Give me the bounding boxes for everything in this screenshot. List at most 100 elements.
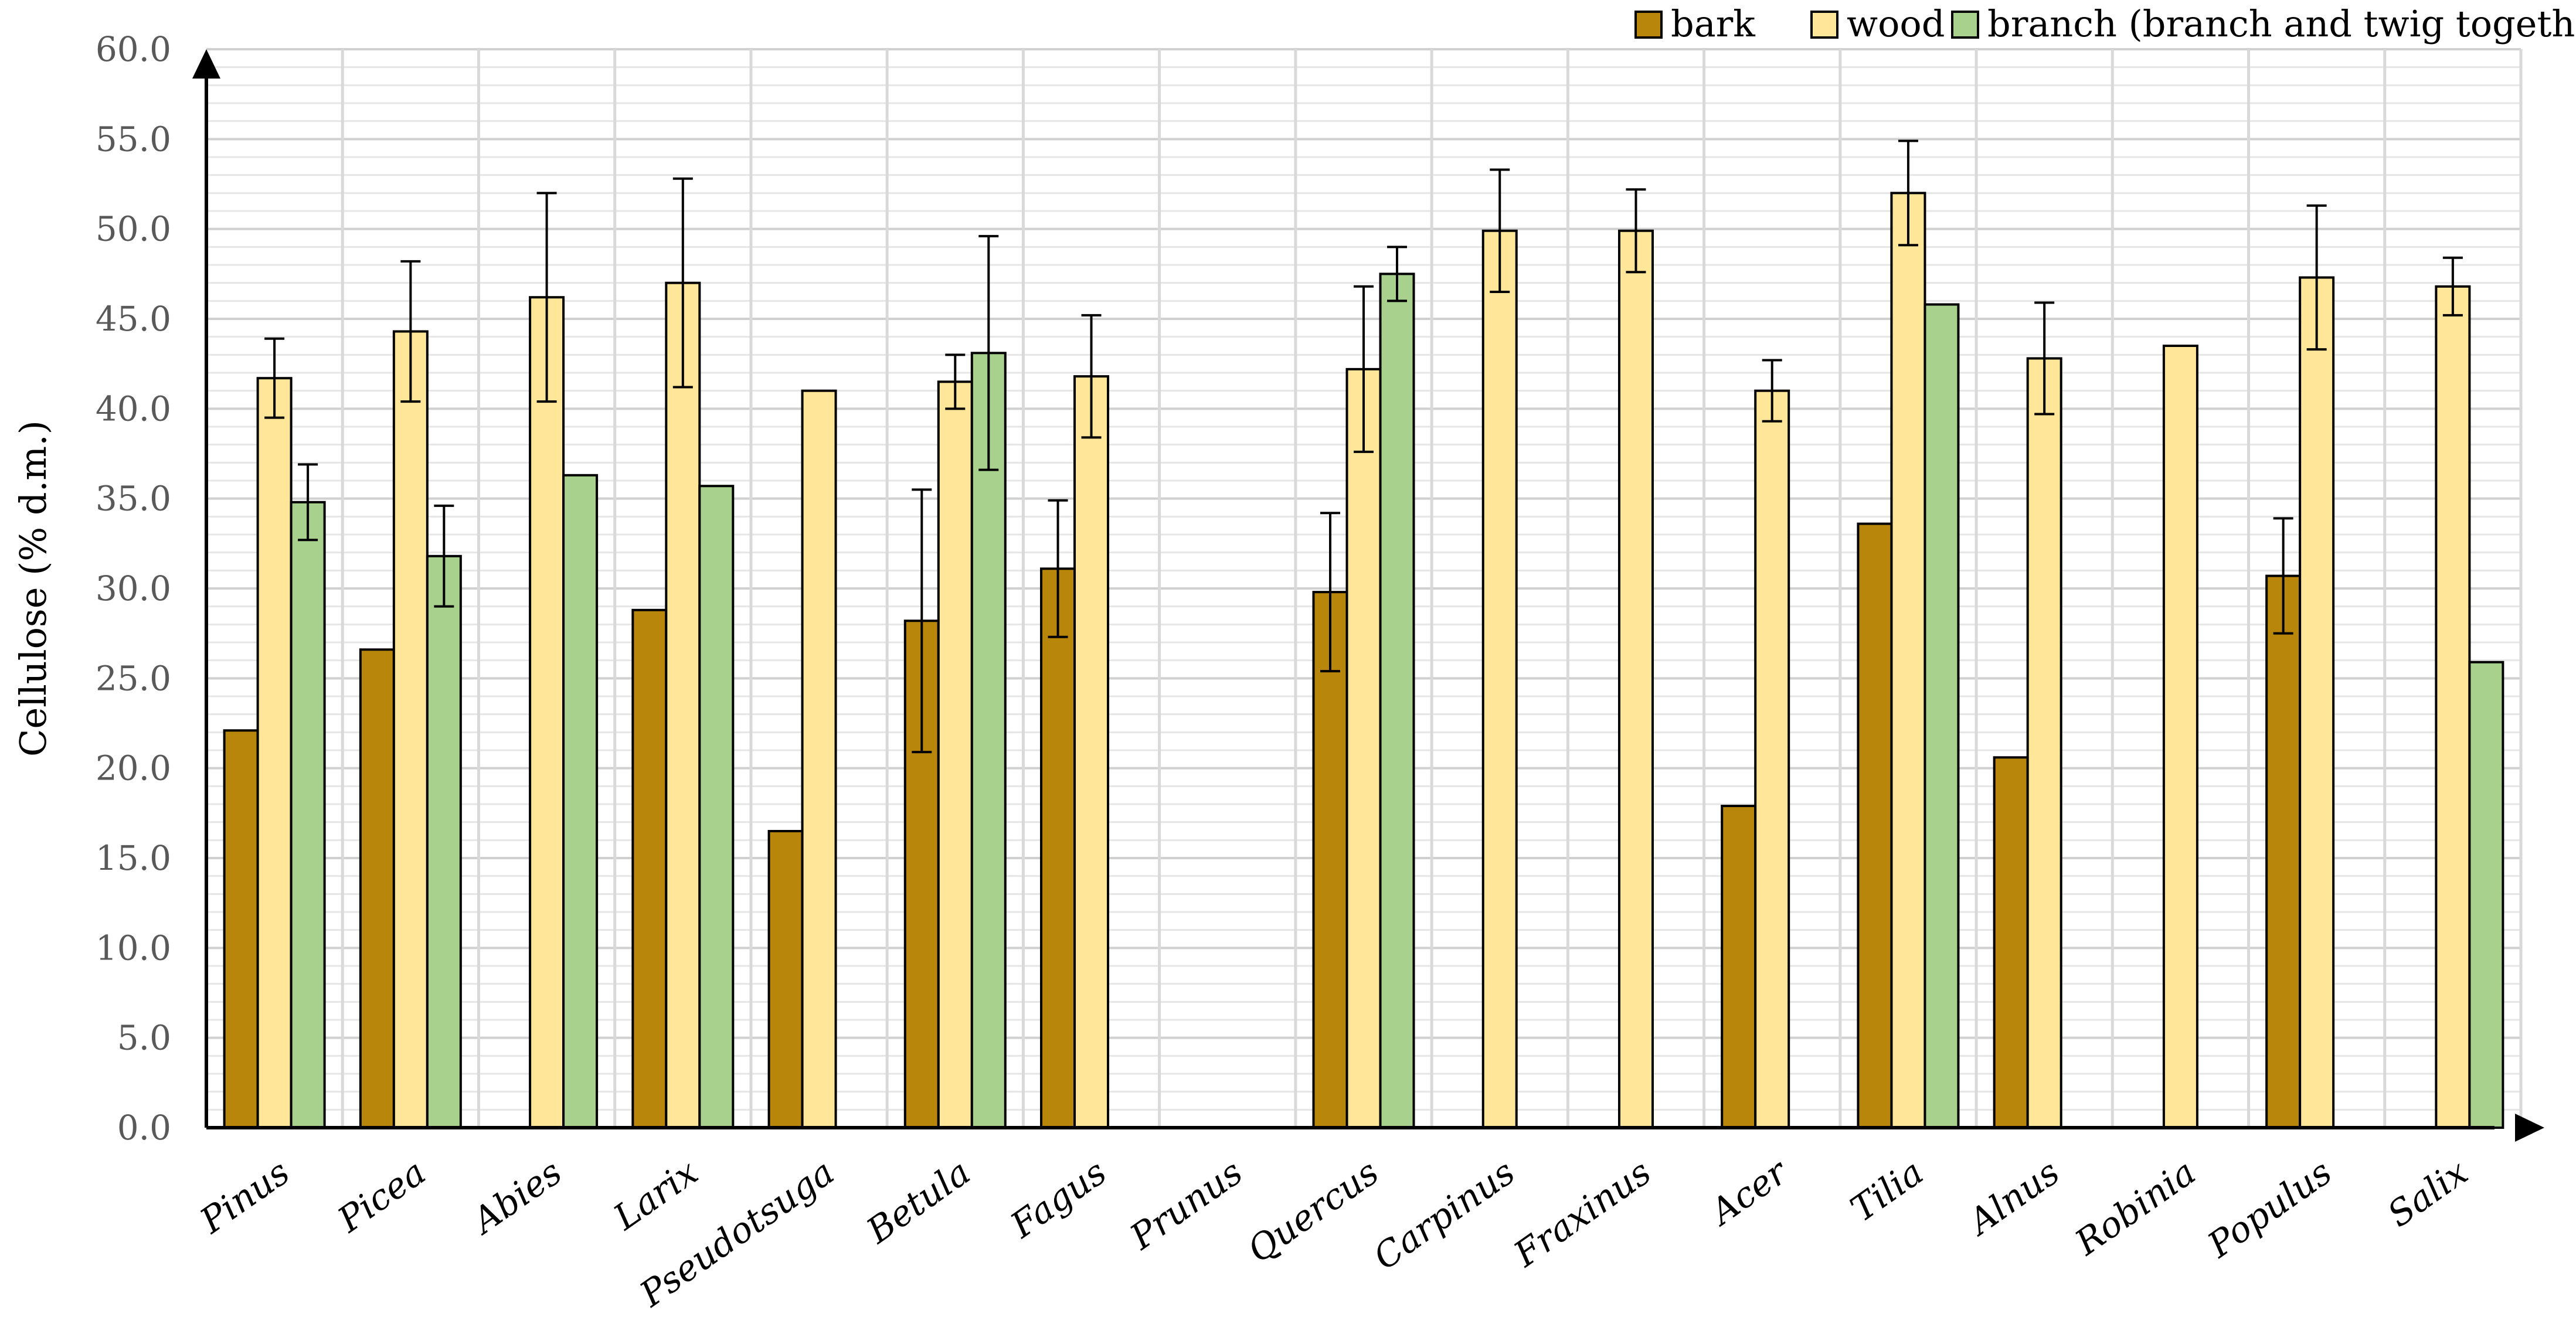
y-tick-label: 55.0 xyxy=(96,119,171,159)
y-axis-title: Cellulose (% d.m.) xyxy=(12,420,55,757)
bar-wood-fagus xyxy=(1073,375,1110,1129)
y-tick-label: 30.0 xyxy=(96,569,171,608)
y-tick-label: 50.0 xyxy=(96,209,171,249)
y-tick-label: 15.0 xyxy=(96,838,171,878)
error-bar-wood-quercus xyxy=(1354,285,1374,453)
legend-item-bark: bark xyxy=(1634,2,1755,45)
bar-branch-salix xyxy=(2468,661,2504,1129)
x-tick-label-betula: Betula xyxy=(859,1152,978,1252)
error-bar-wood-pinus xyxy=(264,337,285,419)
error-bar-wood-betula xyxy=(945,353,966,410)
error-bar-branch-quercus xyxy=(1387,246,1407,302)
bar-wood-robinia xyxy=(2162,345,2198,1129)
x-tick-label-acer: Acer xyxy=(1701,1151,1796,1234)
y-tick-label: 40.0 xyxy=(96,389,171,428)
error-bar-bark-populus xyxy=(2273,517,2293,635)
bar-wood-larix xyxy=(665,281,701,1129)
y-tick-label: 60.0 xyxy=(96,29,171,69)
bar-wood-pinus xyxy=(256,377,293,1129)
bar-bark-picea xyxy=(359,648,395,1129)
legend-label: bark xyxy=(1671,2,1755,45)
error-bar-wood-populus xyxy=(2306,204,2327,351)
x-tick-label-robinia: Robinia xyxy=(2068,1152,2203,1264)
bar-bark-pseudotsuga xyxy=(767,830,804,1129)
error-bar-wood-salix xyxy=(2442,256,2463,317)
y-tick-label: 5.0 xyxy=(117,1018,171,1058)
x-tick-label-fraxinus: Fraxinus xyxy=(1506,1152,1659,1275)
error-bar-wood-acer xyxy=(1762,359,1782,423)
x-tick-label-prunus: Prunus xyxy=(1123,1152,1250,1258)
error-bar-branch-picea xyxy=(434,504,454,608)
bar-wood-pseudotsuga xyxy=(801,389,837,1129)
bar-wood-quercus xyxy=(1345,367,1382,1129)
bar-bark-tilia xyxy=(1857,522,1893,1129)
bar-wood-fraxinus xyxy=(1617,229,1654,1129)
legend-item-branch: branch (branch and twig together) xyxy=(1951,2,2576,45)
x-tick-label-alnus: Alnus xyxy=(1959,1152,2067,1244)
bar-branch-quercus xyxy=(1379,273,1415,1129)
error-bar-branch-pinus xyxy=(298,463,318,542)
x-tick-label-quercus: Quercus xyxy=(1241,1152,1386,1271)
x-tick-label-salix: Salix xyxy=(2380,1152,2475,1236)
error-bar-bark-fagus xyxy=(1048,499,1068,638)
bar-wood-tilia xyxy=(1890,192,1926,1129)
legend-label: wood xyxy=(1847,2,1945,45)
error-bar-wood-picea xyxy=(400,260,421,403)
bar-wood-acer xyxy=(1754,389,1790,1129)
bar-bark-larix xyxy=(631,608,668,1129)
x-tick-label-populus: Populus xyxy=(2200,1152,2339,1266)
bars xyxy=(223,192,2504,1129)
y-tick-label: 35.0 xyxy=(96,479,171,519)
bar-wood-salix xyxy=(2435,285,2471,1129)
legend-swatch xyxy=(1951,11,1979,39)
bar-branch-larix xyxy=(698,485,735,1129)
bar-wood-betula xyxy=(937,380,973,1129)
y-tick-label: 10.0 xyxy=(96,928,171,968)
error-bar-branch-betula xyxy=(978,234,999,471)
bar-bark-quercus xyxy=(1312,591,1348,1129)
bar-wood-picea xyxy=(392,330,429,1129)
bar-branch-pinus xyxy=(290,501,326,1129)
x-tick-label-carpinus: Carpinus xyxy=(1367,1152,1523,1278)
legend-label: branch (branch and twig together) xyxy=(1987,2,2576,45)
x-tick-label-larix: Larix xyxy=(606,1152,706,1238)
y-tick-label: 25.0 xyxy=(96,658,171,698)
error-bars xyxy=(264,139,2463,754)
bar-branch-tilia xyxy=(1923,303,1960,1129)
axes xyxy=(192,49,2544,1142)
legend-item-wood: wood xyxy=(1810,2,1945,45)
bar-bark-alnus xyxy=(1993,756,2029,1129)
x-tick-label-picea: Picea xyxy=(330,1152,433,1241)
bar-bark-pinus xyxy=(223,729,259,1129)
error-bar-bark-quercus xyxy=(1320,512,1340,673)
error-bar-bark-betula xyxy=(912,488,932,754)
x-tick-label-tilia: Tilia xyxy=(1843,1152,1931,1230)
error-bar-wood-alnus xyxy=(2034,301,2055,416)
error-bar-wood-carpinus xyxy=(1490,168,1510,293)
x-axis-arrow xyxy=(2515,1114,2544,1142)
bar-branch-picea xyxy=(426,554,462,1129)
bar-bark-fagus xyxy=(1040,567,1076,1129)
y-tick-label: 45.0 xyxy=(96,299,171,339)
x-tick-label-abies: Abies xyxy=(463,1152,569,1243)
error-bar-wood-fagus xyxy=(1081,314,1102,439)
x-tick-label-fagus: Fagus xyxy=(1003,1152,1114,1247)
bar-wood-carpinus xyxy=(1481,229,1518,1129)
bar-bark-populus xyxy=(2265,574,2302,1129)
bar-branch-abies xyxy=(562,474,599,1129)
legend: bark wood branch (branch and twig together… xyxy=(1634,2,2576,45)
y-axis-arrow xyxy=(192,49,220,79)
x-tick-label-pinus: Pinus xyxy=(192,1152,297,1242)
y-tick-label: 20.0 xyxy=(96,748,171,788)
error-bar-wood-larix xyxy=(672,177,693,389)
error-bar-wood-abies xyxy=(536,192,557,403)
legend-swatch xyxy=(1634,11,1663,39)
bar-wood-abies xyxy=(529,296,565,1129)
error-bar-wood-fraxinus xyxy=(1626,188,1646,274)
error-bar-wood-tilia xyxy=(1898,139,1918,247)
bar-wood-alnus xyxy=(2026,357,2062,1129)
bar-bark-acer xyxy=(1721,805,1757,1129)
legend-swatch xyxy=(1810,11,1838,39)
